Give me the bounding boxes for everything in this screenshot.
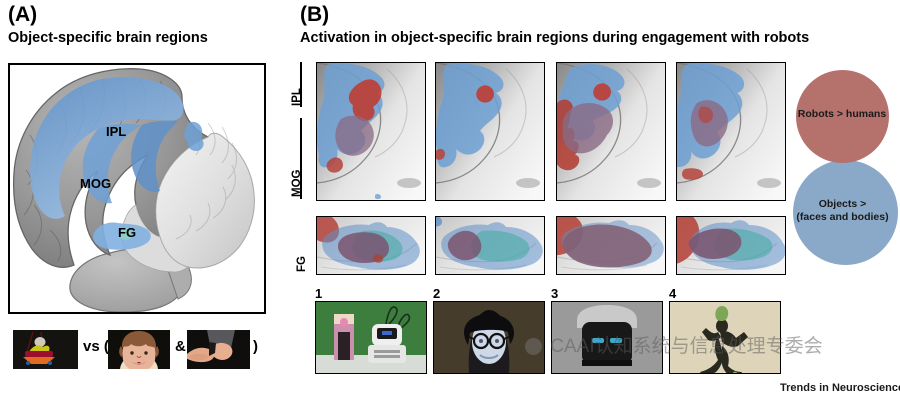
- svg-text:FG: FG: [118, 225, 136, 240]
- svg-text:MOG: MOG: [80, 176, 111, 191]
- svg-text:IPL: IPL: [106, 124, 126, 139]
